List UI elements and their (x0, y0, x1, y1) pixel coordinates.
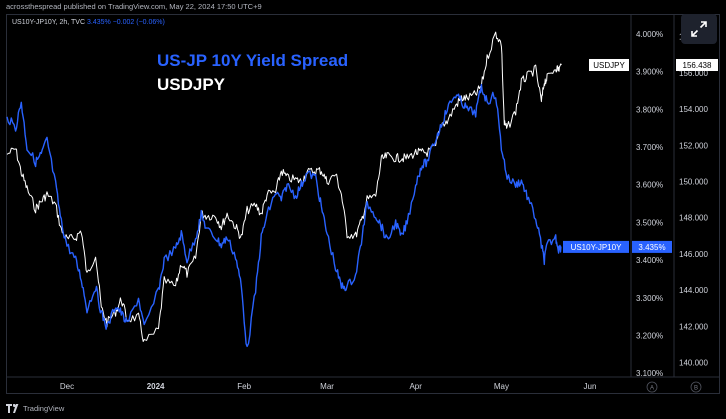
chart-title-spread: US-JP 10Y Yield Spread (157, 51, 348, 70)
chart-frame[interactable] (6, 14, 720, 394)
price-tick-label: 150.000 (679, 178, 708, 187)
time-tick-label: 2024 (147, 382, 165, 391)
legend-symbol: US10Y-JP10Y, 2h, TVC (12, 19, 86, 26)
spread-name-tag: US10Y-JP10Y (571, 243, 623, 252)
fullscreen-button[interactable] (681, 14, 717, 44)
percent-tick-label: 3.700% (636, 143, 663, 152)
percent-tick-label: 3.800% (636, 105, 663, 114)
chart-title-usdjpy: USDJPY (157, 75, 226, 94)
usdjpy-line (6, 31, 562, 342)
usdjpy-value-tag-bg (676, 58, 718, 71)
publish-line: acrossthespread published on TradingView… (6, 2, 262, 11)
tradingview-logo-icon (6, 404, 19, 413)
usdjpy-name-tag: USDJPY (593, 61, 625, 70)
footer-brand: TradingView (23, 404, 65, 413)
time-tick-label: Dec (60, 382, 74, 391)
scale-button-a[interactable]: A (646, 381, 658, 393)
spread-value-tag: 3.435% (638, 243, 665, 252)
percent-tick-label: 3.200% (636, 332, 663, 341)
scale-button-label: A (650, 386, 654, 392)
legend-value: 3.435% (86, 19, 111, 26)
percent-tick-label: 3.400% (636, 256, 663, 265)
price-tick-label: 152.000 (679, 141, 708, 150)
legend-change: −0.002 (−0.06%) (112, 19, 165, 26)
price-tick-label: 144.000 (679, 286, 708, 295)
percent-tick-label: 3.300% (636, 294, 663, 303)
time-tick-label: May (494, 382, 509, 391)
percent-tick-label: 3.500% (636, 218, 663, 227)
price-tick-label: 154.000 (679, 105, 708, 114)
scale-button-label: B (694, 386, 698, 392)
percent-tick-label: 3.900% (636, 68, 663, 77)
footer: TradingView (0, 398, 726, 419)
percent-tick-label: 3.100% (636, 369, 663, 378)
spread-value-tag-bg (632, 240, 672, 253)
scale-button-b[interactable]: B (690, 381, 702, 393)
spread-name-tag-bg (563, 240, 629, 253)
percent-tick-label: 4.000% (636, 30, 663, 39)
percent-tick-label: 3.600% (636, 181, 663, 190)
price-tick-label: 148.000 (679, 214, 708, 223)
time-tick-label: Apr (409, 382, 422, 391)
symbol-legend: US10Y-JP10Y, 2h, TVC 3.435% −0.002 (−0.0… (12, 19, 165, 26)
time-tick-label: Jun (584, 382, 597, 391)
time-tick-label: Mar (320, 382, 334, 391)
expand-icon (691, 21, 707, 37)
publish-header: acrossthespread published on TradingView… (0, 0, 726, 14)
time-tick-label: Feb (237, 382, 251, 391)
scale-button-ring (690, 381, 702, 393)
spread-line (6, 83, 562, 348)
price-tick-label: 140.000 (679, 359, 708, 368)
usdjpy-value-tag: 156.438 (683, 61, 712, 70)
price-tick-label: 142.000 (679, 322, 708, 331)
usdjpy-name-tag-bg (589, 58, 629, 71)
scale-button-ring (646, 381, 658, 393)
price-tick-label: 146.000 (679, 250, 708, 259)
price-tick-label: 156.000 (679, 69, 708, 78)
